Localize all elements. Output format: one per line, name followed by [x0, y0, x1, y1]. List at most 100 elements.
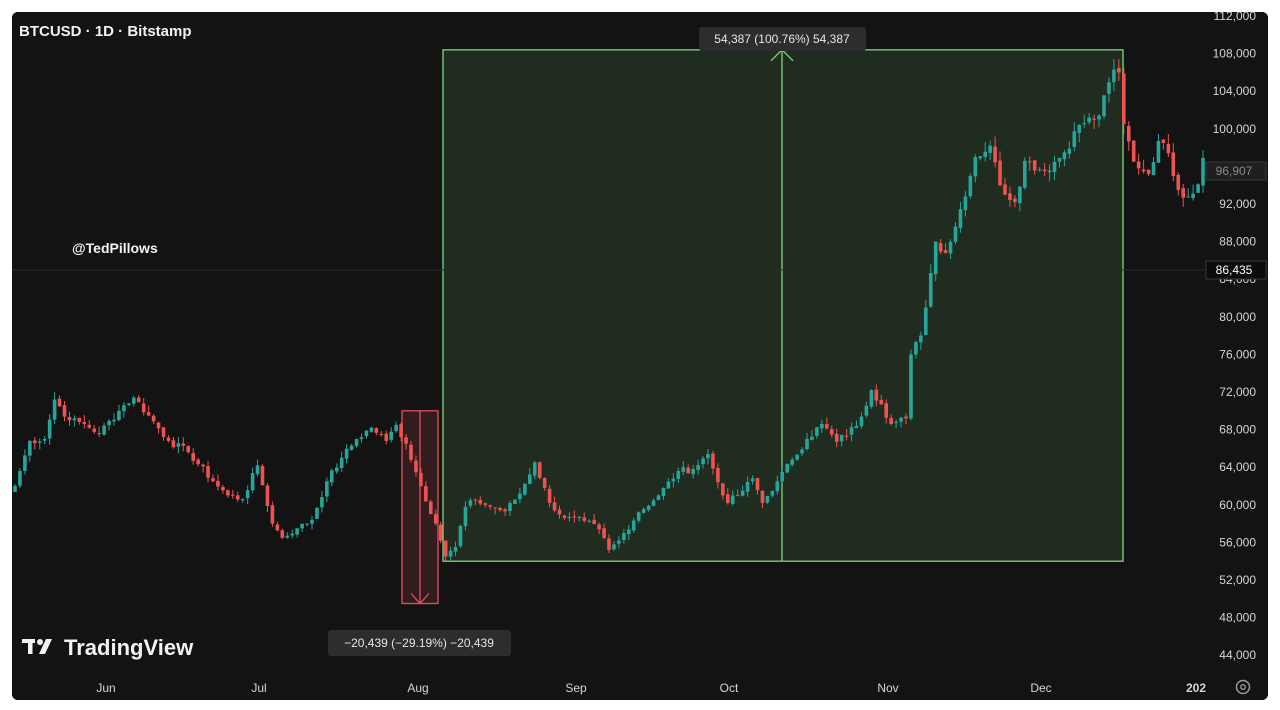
candle-body[interactable]	[132, 397, 136, 404]
candle-body[interactable]	[726, 494, 730, 503]
candle-body[interactable]	[963, 196, 968, 211]
candle-body[interactable]	[785, 464, 789, 473]
candle-body[interactable]	[924, 307, 928, 335]
candle-body[interactable]	[889, 418, 893, 424]
candle-body[interactable]	[612, 544, 616, 550]
candle-body[interactable]	[829, 429, 834, 435]
candle-body[interactable]	[433, 514, 438, 524]
candle-body[interactable]	[884, 403, 888, 418]
candle-body[interactable]	[443, 540, 448, 557]
candle-body[interactable]	[117, 410, 121, 421]
candle-body[interactable]	[1201, 157, 1205, 186]
candle-body[interactable]	[384, 433, 389, 441]
candle-body[interactable]	[622, 533, 626, 540]
candle-body[interactable]	[597, 524, 601, 530]
candle-body[interactable]	[438, 524, 443, 541]
candle-body[interactable]	[1018, 186, 1022, 204]
candle-body[interactable]	[696, 465, 700, 470]
candle-body[interactable]	[869, 390, 874, 407]
candle-body[interactable]	[310, 519, 314, 524]
candle-body[interactable]	[770, 491, 775, 496]
candle-body[interactable]	[67, 416, 72, 421]
candle-body[interactable]	[864, 405, 869, 416]
candle-body[interactable]	[1186, 196, 1190, 198]
candle-body[interactable]	[315, 508, 319, 520]
candle-body[interactable]	[196, 459, 200, 465]
candle-body[interactable]	[349, 445, 354, 450]
candle-body[interactable]	[760, 490, 765, 503]
candle-body[interactable]	[1052, 161, 1057, 173]
candle-body[interactable]	[334, 467, 339, 472]
candle-body[interactable]	[18, 471, 22, 486]
candle-body[interactable]	[953, 226, 958, 242]
candle-body[interactable]	[631, 520, 636, 531]
candle-body[interactable]	[488, 505, 492, 507]
candle-body[interactable]	[92, 428, 96, 432]
candle-body[interactable]	[325, 481, 329, 497]
candle-body[interactable]	[879, 399, 884, 405]
candle-body[interactable]	[928, 272, 933, 307]
candle-body[interactable]	[270, 505, 275, 524]
candle-body[interactable]	[102, 425, 106, 435]
price-axis[interactable]: 112,000108,000104,000100,00096,00092,000…	[1213, 12, 1257, 662]
candle-body[interactable]	[914, 342, 918, 355]
candle-body[interactable]	[755, 478, 760, 491]
candle-body[interactable]	[958, 209, 963, 229]
candle-body[interactable]	[186, 446, 191, 453]
settings-icon[interactable]	[1235, 679, 1251, 695]
candle-body[interactable]	[646, 505, 651, 510]
candle-body[interactable]	[320, 497, 324, 508]
candle-body[interactable]	[894, 421, 898, 424]
candle-body[interactable]	[815, 427, 819, 436]
candle-body[interactable]	[87, 424, 92, 428]
candle-body[interactable]	[1032, 160, 1037, 171]
candle-body[interactable]	[265, 485, 270, 506]
candle-body[interactable]	[82, 422, 87, 424]
candle-body[interactable]	[275, 524, 280, 531]
candle-body[interactable]	[825, 424, 829, 429]
candle-body[interactable]	[23, 455, 27, 471]
candle-body[interactable]	[176, 443, 181, 447]
candle-body[interactable]	[468, 500, 473, 506]
candle-body[interactable]	[582, 517, 587, 521]
candle-body[interactable]	[681, 467, 686, 472]
candle-body[interactable]	[295, 528, 299, 535]
candle-body[interactable]	[676, 470, 681, 479]
candle-body[interactable]	[968, 175, 973, 197]
candle-body[interactable]	[166, 437, 171, 441]
candle-body[interactable]	[478, 499, 483, 504]
candle-body[interactable]	[424, 486, 428, 502]
candle-body[interactable]	[57, 398, 62, 407]
candle-body[interactable]	[839, 435, 844, 442]
candle-body[interactable]	[1057, 157, 1062, 162]
candle-body[interactable]	[617, 540, 621, 544]
candle-body[interactable]	[379, 433, 384, 435]
candle-body[interactable]	[364, 430, 369, 437]
candle-body[interactable]	[834, 433, 839, 442]
candle-body[interactable]	[983, 151, 987, 158]
candle-body[interactable]	[463, 506, 468, 527]
candle-body[interactable]	[141, 403, 146, 413]
candle-body[interactable]	[1166, 143, 1171, 154]
candle-body[interactable]	[711, 453, 715, 469]
candle-body[interactable]	[429, 501, 433, 515]
candle-body[interactable]	[909, 354, 913, 419]
candlestick-chart[interactable]: 112,000108,000104,000100,00096,00092,000…	[12, 12, 1268, 700]
candle-body[interactable]	[1191, 193, 1195, 199]
candle-body[interactable]	[602, 528, 606, 539]
candle-body[interactable]	[844, 435, 849, 437]
candle-body[interactable]	[77, 417, 82, 423]
candle-body[interactable]	[577, 516, 582, 518]
candle-body[interactable]	[503, 509, 507, 512]
candle-body[interactable]	[948, 241, 953, 254]
candle-body[interactable]	[211, 478, 215, 482]
candle-body[interactable]	[874, 389, 879, 401]
candle-body[interactable]	[404, 437, 408, 444]
candle-body[interactable]	[810, 436, 814, 440]
candle-body[interactable]	[805, 439, 809, 450]
candle-body[interactable]	[904, 416, 908, 419]
candle-body[interactable]	[716, 468, 720, 483]
candle-body[interactable]	[473, 499, 478, 501]
candle-body[interactable]	[399, 424, 403, 438]
candle-body[interactable]	[978, 156, 983, 159]
